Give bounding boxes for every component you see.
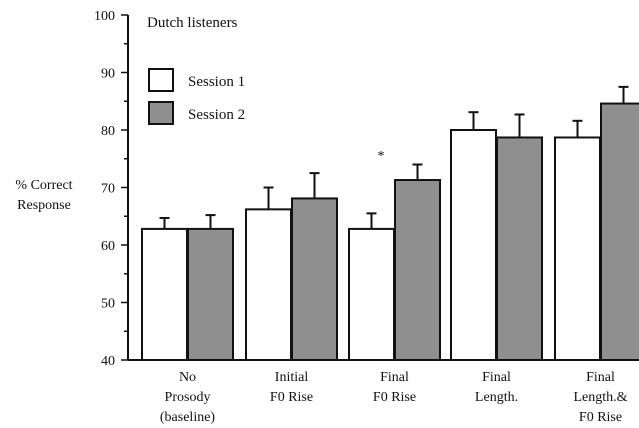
bar	[187, 227, 234, 361]
x-tick-label: Final Length.& F0 Rise	[551, 368, 639, 428]
x-tick-label-line: (baseline)	[159, 410, 216, 425]
bar	[554, 136, 601, 361]
legend-swatch	[148, 101, 174, 125]
bar	[291, 197, 338, 361]
legend-label: Session 2	[188, 107, 245, 123]
bar	[600, 102, 639, 362]
legend: Session 1 Session 2	[148, 68, 245, 125]
x-tick-label-line: No	[178, 370, 197, 385]
bar	[450, 129, 497, 361]
y-tick-label: 90	[101, 67, 115, 82]
x-tick-label-line: Final	[380, 370, 409, 385]
y-axis-label-line: % Correct	[15, 178, 73, 193]
x-tick-label: No Prosody (baseline)	[138, 368, 238, 428]
x-tick-label-line: F0 Rise	[372, 390, 417, 405]
x-tick-label-line: Initial	[274, 370, 309, 385]
y-tick-label: 40	[101, 354, 115, 369]
bar	[394, 179, 441, 361]
chart-title: Dutch listeners	[147, 15, 238, 31]
x-tick-label: Final Length.	[447, 368, 547, 408]
bars: *	[141, 85, 639, 362]
bar	[141, 227, 188, 361]
y-axis-label: % Correct Response	[2, 176, 86, 216]
bar	[348, 227, 395, 361]
y-axis-label-line: Response	[17, 198, 71, 213]
y-tick-label: 50	[101, 297, 115, 312]
significance-marker: *	[378, 149, 385, 164]
y-tick-label: 80	[101, 124, 115, 139]
x-tick-label-line: Prosody	[164, 390, 211, 405]
x-tick-label-line: Length.	[474, 390, 519, 405]
x-tick-label: Final F0 Rise	[345, 368, 445, 408]
legend-swatch	[148, 68, 174, 92]
y-tick-label: 100	[94, 9, 115, 24]
bar	[496, 136, 543, 361]
x-tick-label: Initial F0 Rise	[242, 368, 342, 408]
x-tick-label-line: F0 Rise	[578, 410, 623, 425]
bar	[245, 208, 292, 361]
y-tick-label: 60	[101, 239, 115, 254]
x-tick-label-line: Final	[586, 370, 615, 385]
x-tick-label-line: Length.&	[573, 390, 628, 405]
legend-label: Session 1	[188, 74, 245, 90]
y-tick-label: 70	[101, 182, 115, 197]
x-tick-label-line: F0 Rise	[269, 390, 314, 405]
x-tick-label-line: Final	[482, 370, 511, 385]
